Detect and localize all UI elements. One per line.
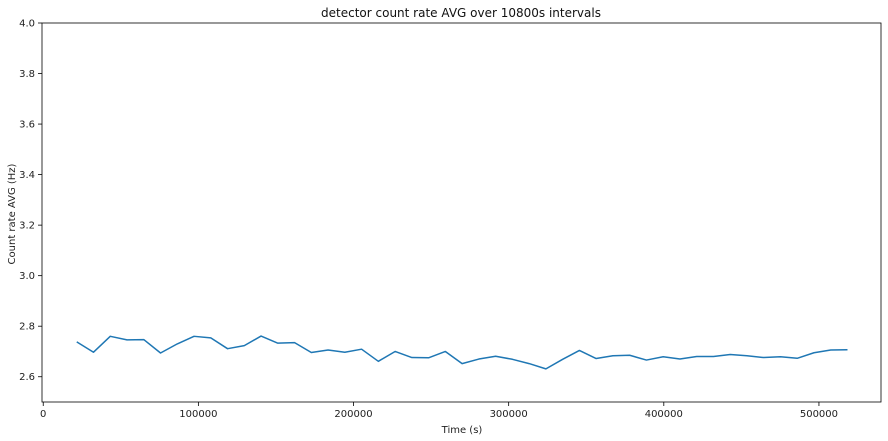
x-tick-label: 500000 bbox=[800, 409, 838, 420]
x-tick-label: 300000 bbox=[490, 409, 528, 420]
y-axis-label: Count rate AVG (Hz) bbox=[7, 163, 18, 264]
plot-area: 0 100000 200000 300000 400000 500000 2.6 2.8 3.0… bbox=[19, 19, 882, 420]
x-axis-label: Time (s) bbox=[441, 425, 483, 436]
y-tick-label: 3.0 bbox=[19, 271, 35, 282]
y-tick-label: 4.0 bbox=[19, 19, 35, 30]
y-tick-label: 2.8 bbox=[19, 322, 35, 333]
y-tick-label: 3.8 bbox=[19, 69, 35, 80]
x-tick-label: 400000 bbox=[645, 409, 683, 420]
series-line-0 bbox=[76, 335, 848, 370]
y-tick-label: 3.2 bbox=[19, 221, 35, 232]
y-tick-label: 3.4 bbox=[19, 170, 35, 181]
plot-frame bbox=[41, 22, 882, 403]
y-tick-label: 3.6 bbox=[19, 120, 35, 131]
x-tick-label: 200000 bbox=[334, 409, 372, 420]
x-tick-label: 0 bbox=[40, 409, 46, 420]
chart-title: detector count rate AVG over 10800s inte… bbox=[321, 6, 601, 20]
x-tick-label: 100000 bbox=[179, 409, 217, 420]
y-tick-label: 2.6 bbox=[19, 372, 35, 383]
